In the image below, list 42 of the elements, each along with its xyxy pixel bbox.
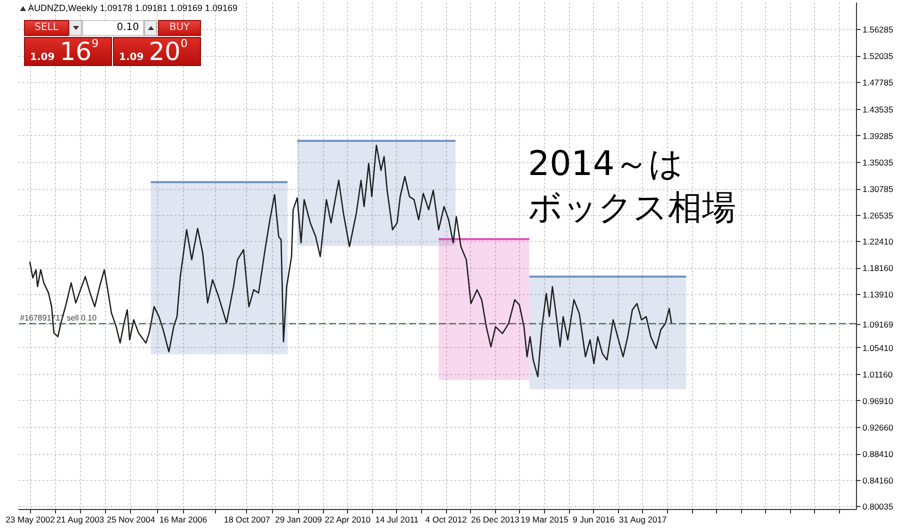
x-tick-label: 22 Apr 2010 [324, 514, 371, 524]
x-tick-label: 26 Dec 2013 [471, 514, 520, 524]
y-tick-label: 0.84160 [862, 476, 894, 486]
x-tick-label: 25 Nov 2004 [106, 514, 156, 524]
y-tick-label: 1.01160 [862, 369, 893, 380]
y-tick-label: 1.05410 [862, 342, 894, 353]
annotation: ボックス相場 [528, 188, 736, 228]
chart-title: AUDNZD,Weekly 1.09178 1.09181 1.09169 1.09169 [28, 3, 238, 13]
x-tick-label: 4 Oct 2012 [425, 514, 468, 524]
y-tick-label: 1.09169 [862, 319, 894, 330]
annotation: 1.09 16$^{9}$ [30, 37, 99, 66]
x-tick-label: 18 Oct 2007 [224, 514, 270, 524]
y-tick-label: 1.22410 [862, 236, 894, 246]
y-tick-label: 0.92660 [862, 422, 894, 433]
x-tick-label: 19 Mar 2015 [520, 514, 569, 524]
y-tick-label: 1.30785 [862, 184, 894, 194]
x-tick-label: 16 Mar 2006 [159, 514, 208, 524]
x-tick-label: 14 Jul 2011 [375, 514, 419, 524]
buy-price-box: 1.09 20$^{0}$ [113, 37, 201, 66]
sell-button: SELL [24, 20, 69, 36]
x-tick-label: 29 Jan 2009 [275, 514, 322, 524]
buy-button: BUY [158, 20, 201, 36]
x-tick-label: 23 May 2002 [6, 514, 56, 524]
y-tick-label: 1.43535 [862, 104, 894, 114]
y-tick-label: 0.96910 [862, 396, 894, 406]
sell-price-box: 1.09 16$^{9}$ [24, 37, 112, 66]
y-tick-label: 1.13910 [862, 290, 894, 300]
lot-field: 0.10 [82, 20, 144, 36]
x-tick-label: 31 Aug 2017 [618, 514, 667, 524]
y-tick-label: 0.88410 [862, 449, 894, 460]
annotation: 1.09 20$^{0}$ [119, 37, 188, 66]
y-tick-label: 1.26535 [862, 210, 894, 221]
y-tick-label: 1.56285 [862, 24, 894, 34]
y-tick-label: 1.52035 [862, 51, 894, 62]
y-tick-label: 1.47785 [862, 78, 894, 88]
y-tick-label: 0.80035 [862, 502, 894, 512]
x-tick-label: 21 Aug 2003 [56, 514, 104, 524]
annotation: 2014～は [528, 144, 684, 184]
y-tick-label: 1.18160 [862, 263, 894, 274]
y-tick-label: 1.35035 [862, 157, 894, 168]
x-tick-label: 9 Jun 2016 [572, 514, 615, 524]
y-tick-label: 1.39285 [862, 130, 894, 141]
